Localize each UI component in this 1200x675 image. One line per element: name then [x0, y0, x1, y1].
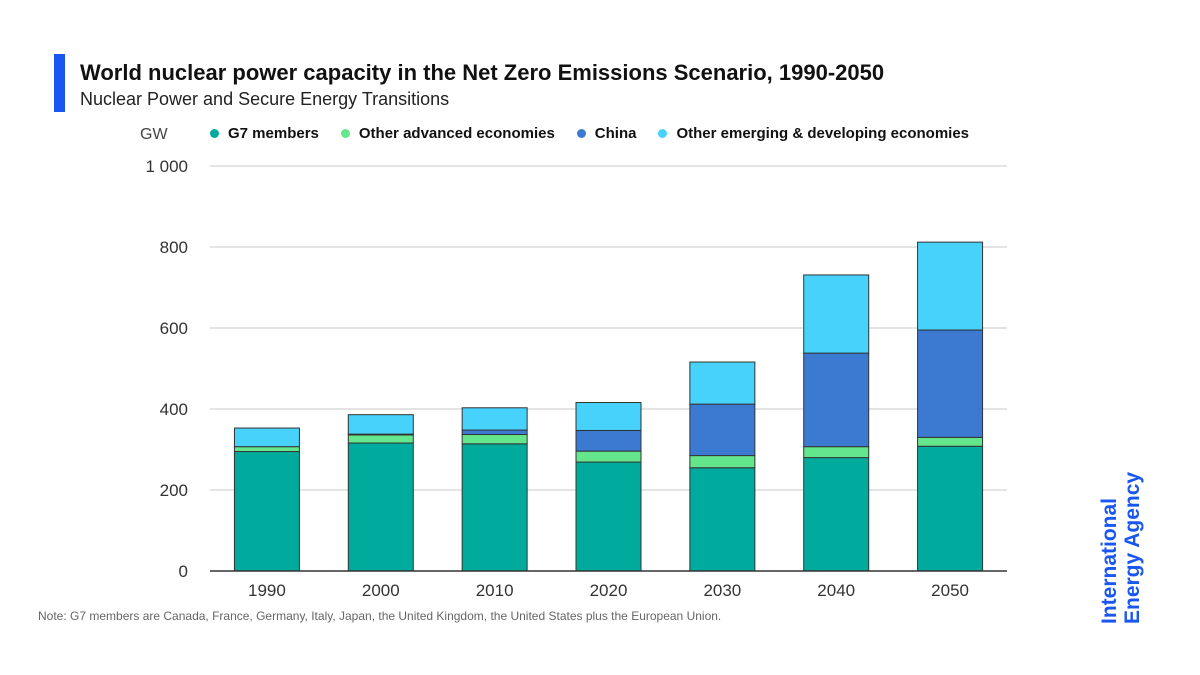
legend-item-other-emerging: Other emerging & developing economies: [658, 125, 969, 142]
x-tick-label: 2040: [817, 581, 855, 600]
title-accent-bar: [54, 54, 65, 112]
iea-logo-line2: Energy Agency: [1121, 471, 1144, 624]
iea-logo-line1: International: [1098, 497, 1121, 624]
bar-segment: [461, 434, 528, 445]
chart-subtitle: Nuclear Power and Secure Energy Transiti…: [80, 89, 450, 109]
bar-segment: [803, 274, 870, 354]
x-tick-label: 2020: [590, 581, 628, 600]
bar-segment: [689, 403, 756, 457]
bar-segment: [917, 445, 984, 572]
y-axis-unit: GW: [140, 126, 168, 143]
legend-swatch-other-emerging: [658, 129, 668, 138]
legend-swatch-other-advanced: [340, 129, 350, 138]
legend-label-g7: G7 members: [228, 125, 319, 142]
bar-segment: [803, 457, 870, 572]
y-tick-label: 200: [160, 481, 188, 500]
legend-label-other-emerging: Other emerging & developing economies: [676, 125, 970, 142]
x-tick-label: 2050: [931, 581, 969, 600]
y-tick-label: 800: [160, 238, 188, 257]
iea-logo: International Energy Agency: [1098, 462, 1156, 624]
x-tick-label: 2010: [476, 581, 514, 600]
bar-segment: [233, 427, 300, 448]
y-tick-label: 0: [179, 562, 188, 581]
chart-note: Note: G7 members are Canada, France, Ger…: [38, 609, 722, 623]
bar-segment: [347, 442, 414, 572]
bar-segment: [461, 429, 528, 436]
bar-segment: [803, 446, 870, 459]
legend-label-china: China: [594, 125, 637, 142]
legend-label-other-advanced: Other advanced economies: [358, 125, 555, 142]
bar-segment: [575, 450, 642, 463]
bar-segment: [233, 451, 300, 572]
legend-item-china: China: [576, 125, 637, 142]
bar-segment: [689, 455, 756, 469]
legend: G7 members Other advanced economies Chin…: [210, 125, 991, 142]
bar-segment: [347, 434, 414, 444]
legend-item-other-advanced: Other advanced economies: [340, 125, 555, 142]
bar-segment: [575, 402, 642, 431]
y-tick-label: 1 000: [145, 157, 188, 176]
y-tick-label: 600: [160, 319, 188, 338]
iea-logo-text: International Energy Agency: [1098, 472, 1144, 624]
bar-segment: [689, 467, 756, 572]
y-tick-label: 400: [160, 400, 188, 419]
bar-segment: [575, 461, 642, 572]
x-tick-label: 2000: [362, 581, 400, 600]
bar-segment: [461, 443, 528, 572]
x-tick-label: 2030: [703, 581, 741, 600]
bar-segment: [917, 329, 984, 438]
bar-segment: [575, 429, 642, 452]
bar-segment: [917, 436, 984, 447]
bar-segment: [689, 361, 756, 405]
bar-segment: [461, 407, 528, 431]
bar-segment: [917, 241, 984, 331]
legend-swatch-china: [576, 129, 586, 138]
legend-item-g7: G7 members: [210, 125, 319, 142]
legend-swatch-g7: [210, 129, 219, 138]
bar-segment: [233, 446, 300, 453]
chart-title: World nuclear power capacity in the Net …: [80, 60, 885, 85]
bar-segment: [347, 414, 414, 435]
bar-segment: [803, 352, 870, 448]
x-tick-label: 1990: [248, 581, 286, 600]
